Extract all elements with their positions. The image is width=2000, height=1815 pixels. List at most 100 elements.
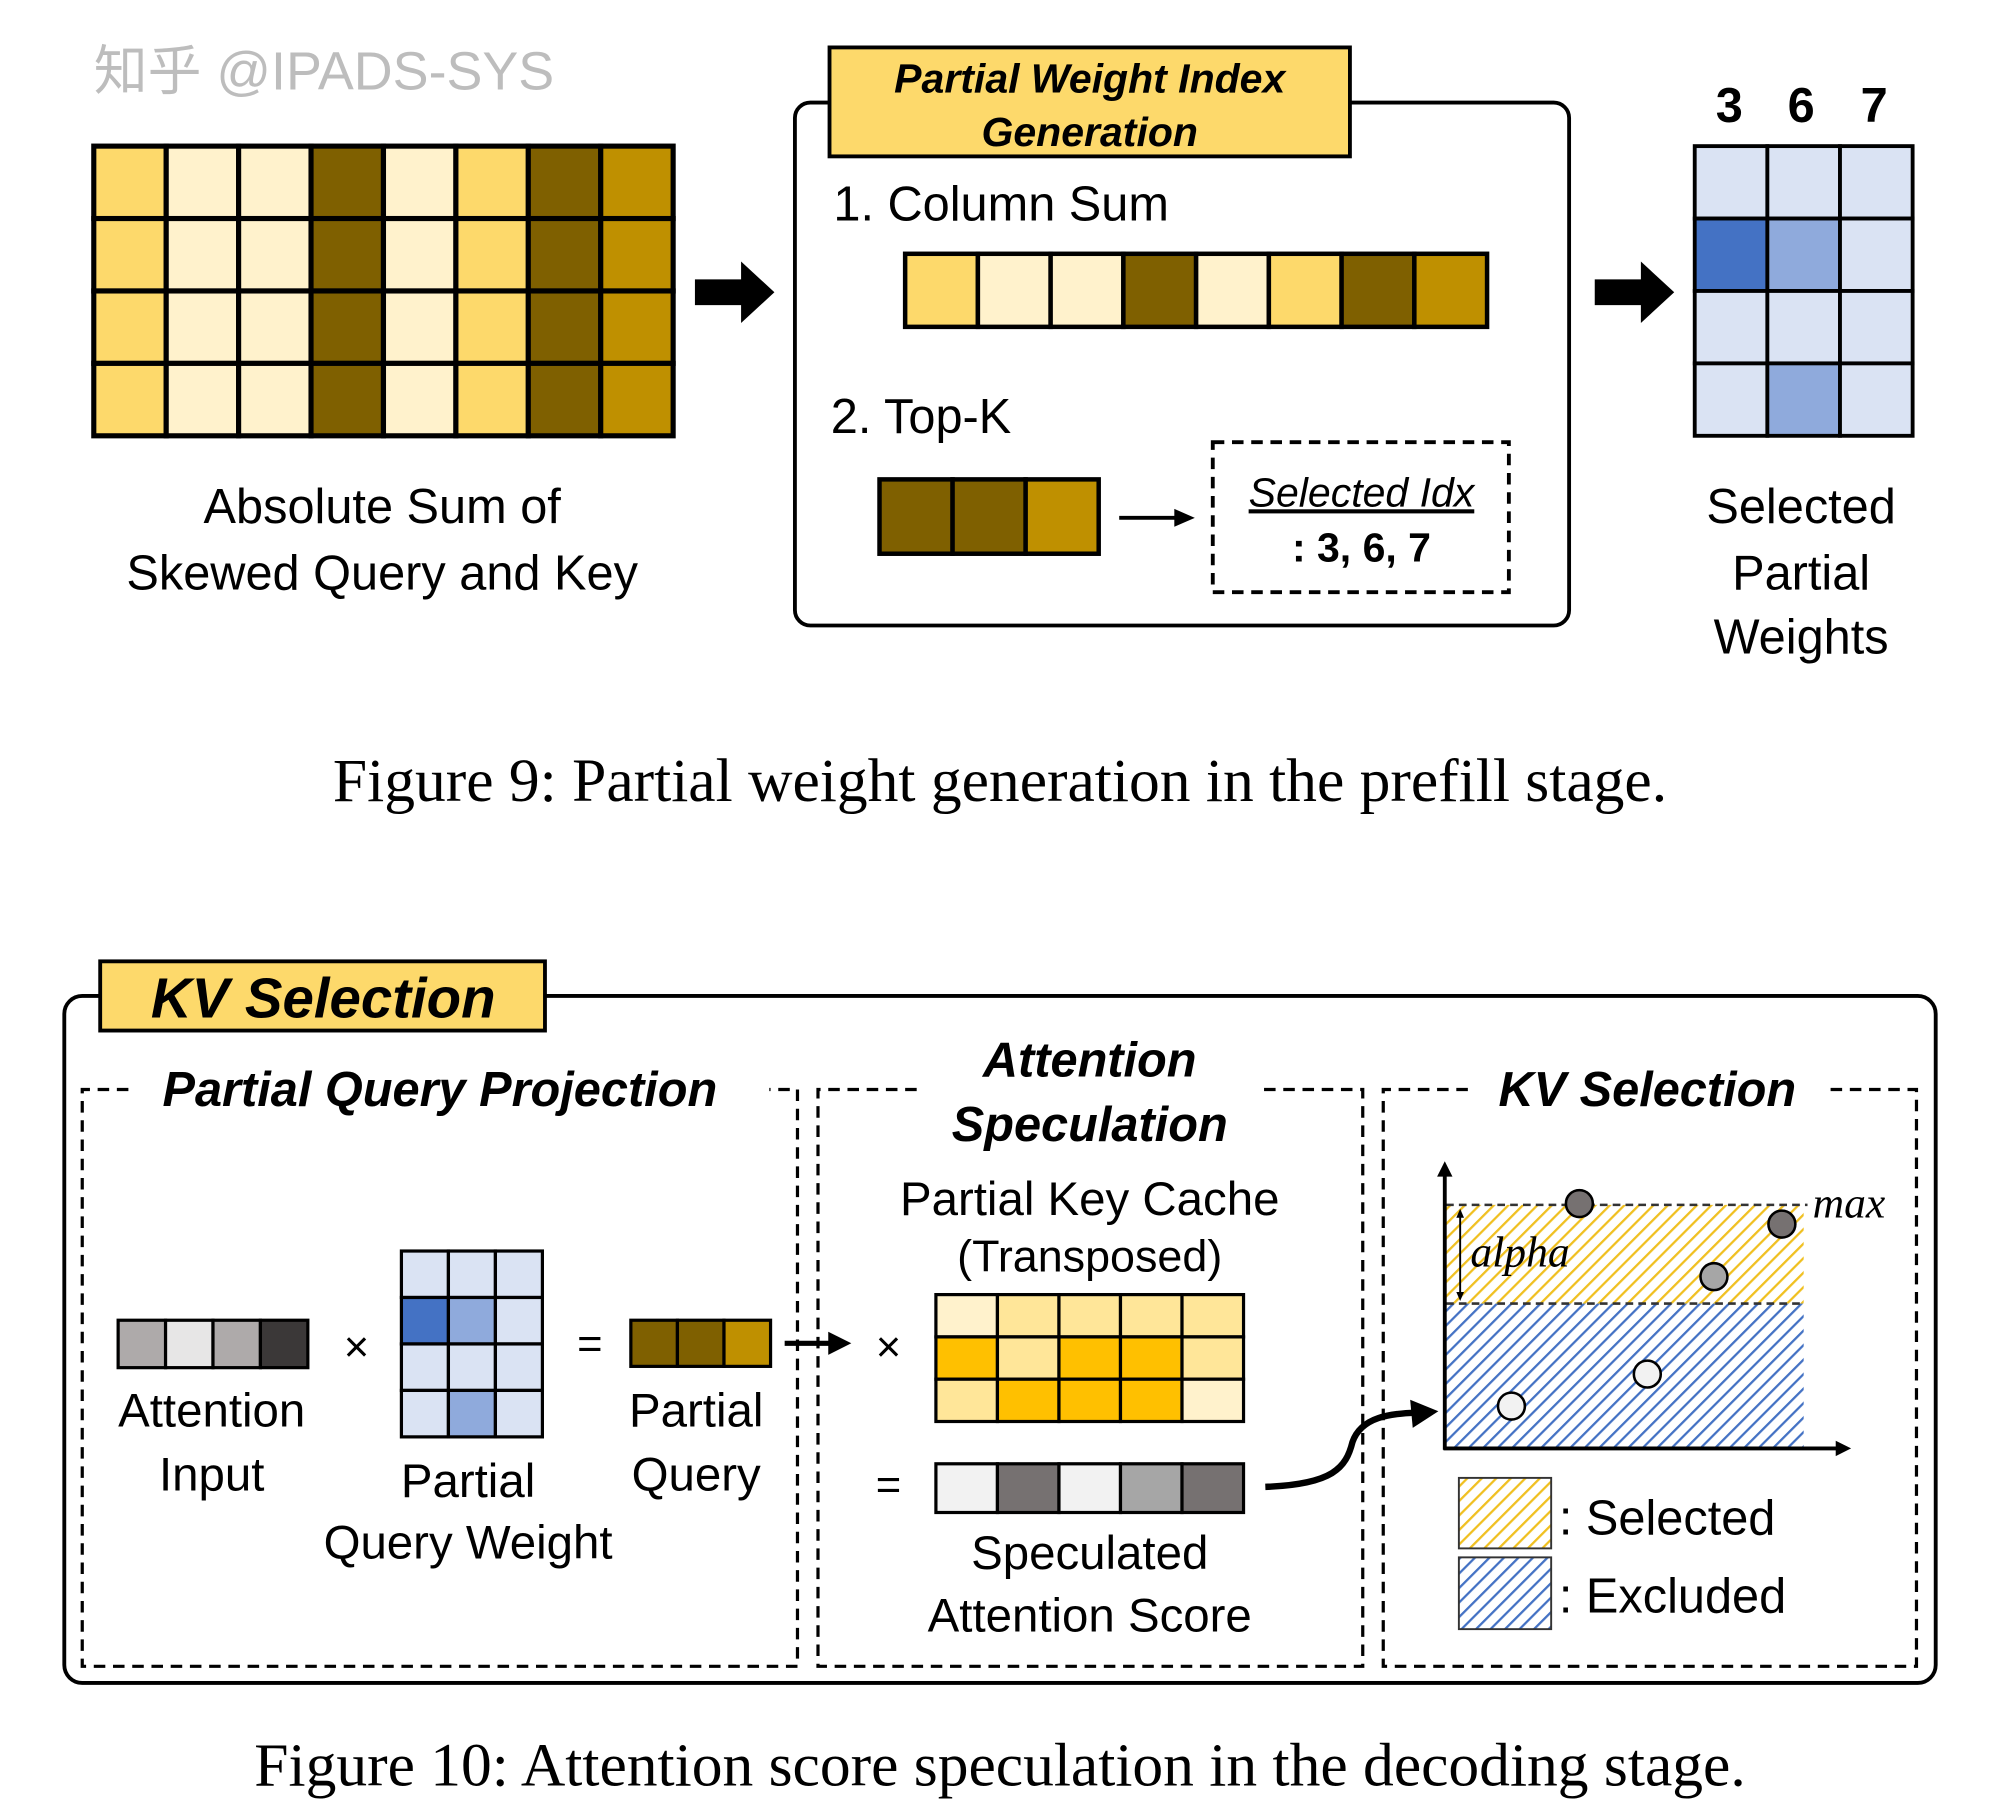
alpha-label: alpha (1470, 1228, 1569, 1276)
weight-cell (446, 1388, 498, 1439)
weight-cell (1838, 216, 1915, 293)
key-cache-cell (995, 1377, 1061, 1424)
panel-partial-query-projection (80, 1087, 800, 1668)
top-k-bar (877, 477, 1101, 556)
weight-cell (1765, 289, 1842, 366)
column-sum-cell (1048, 251, 1126, 330)
weight-cell (446, 1295, 498, 1346)
top-k-cell (950, 477, 1028, 556)
grid-cell (598, 215, 676, 294)
key-cache-label-1: Partial Key Cache (900, 1173, 1279, 1226)
selected-idx-box (1210, 440, 1511, 595)
key-cache-cell (1057, 1377, 1123, 1424)
grid-cell (598, 360, 676, 439)
score-label-1: Speculated (971, 1527, 1208, 1580)
index-title-line2: Generation (982, 109, 1198, 155)
panel-kv-selection (1381, 1087, 1919, 1668)
legend-excluded-swatch (1457, 1556, 1553, 1631)
weight-cell (1692, 216, 1770, 293)
weight-cell (493, 1388, 545, 1439)
score-point (1564, 1188, 1595, 1219)
selected-idx-values: : 3, 6, 7 (1292, 524, 1431, 570)
score-point (1496, 1391, 1527, 1421)
grid-cell (380, 143, 459, 222)
score-cell (1057, 1462, 1123, 1515)
score-points (1496, 1188, 1797, 1421)
score-cell (995, 1462, 1061, 1515)
input-cell (211, 1318, 263, 1370)
attention-input-label-2: Input (159, 1449, 264, 1502)
score-cell (1180, 1462, 1246, 1515)
weight-cell (446, 1342, 498, 1393)
kv-selection-outer-box (62, 994, 1938, 1685)
grid-cell (91, 288, 169, 366)
key-cache-cell (1180, 1335, 1246, 1381)
right-arrow-icon (694, 261, 775, 324)
grid-cell (380, 215, 459, 294)
weight-cell (1838, 361, 1915, 438)
watermark: 知乎 @IPADS-SYS (94, 42, 554, 102)
legend-selected-label: : Selected (1559, 1491, 1776, 1545)
column-sum-cell (1121, 251, 1199, 330)
column-label: 3 (1716, 79, 1743, 133)
skewed-sum-grid (91, 143, 676, 439)
score-point (1632, 1359, 1663, 1389)
grid-cell (380, 288, 459, 366)
score-cell (1118, 1462, 1184, 1515)
weight-cell (399, 1295, 451, 1346)
weights-label-line3: Weights (1714, 611, 1889, 665)
grid-cell (453, 215, 531, 294)
weight-cell (1838, 144, 1915, 221)
column-sum-cell (902, 251, 981, 330)
index-title-line1: Partial Weight Index (894, 55, 1287, 101)
partial-query-label-2: Query (632, 1449, 761, 1502)
weight-label-2: Query Weight (324, 1517, 613, 1570)
kv-selection-title: KV Selection (151, 967, 496, 1030)
right-arrow-icon (784, 1331, 852, 1355)
column-sum-cell (1266, 251, 1344, 330)
input-cell (258, 1318, 310, 1370)
grid-cell (453, 288, 531, 366)
legend-selected-swatch (1457, 1476, 1553, 1550)
partial-query-weight-grid (399, 1249, 545, 1439)
panel3-title: KV Selection (1498, 1063, 1796, 1117)
selected-idx-label: Selected Idx (1249, 469, 1476, 515)
weight-cell (1692, 361, 1770, 438)
top-k-cell (1023, 477, 1101, 556)
partial-query-label-1: Partial (629, 1385, 763, 1438)
figure-10-caption: Figure 10: Attention score speculation i… (254, 1732, 1745, 1800)
panel2-title-line2: Speculation (952, 1098, 1228, 1152)
weight-cell (493, 1342, 545, 1393)
equals-sign: = (876, 1462, 901, 1510)
weight-cell (399, 1388, 451, 1439)
step-column-sum: 1. Column Sum (833, 177, 1169, 231)
excluded-region (1446, 1303, 1804, 1449)
small-arrow-icon (1119, 508, 1195, 527)
attention-input-bar (116, 1318, 310, 1370)
grid-label-line1: Absolute Sum of (204, 480, 562, 534)
key-cache-cell (1180, 1377, 1246, 1424)
multiply-sign: × (344, 1323, 369, 1371)
grid-cell (598, 288, 676, 366)
grid-cell (236, 360, 314, 439)
score-point (1699, 1261, 1729, 1292)
alpha-range-arrow-icon (1456, 1208, 1465, 1302)
grid-cell (236, 215, 314, 294)
weights-label-line2: Partial (1732, 547, 1870, 601)
grid-cell (525, 215, 604, 294)
weights-label-line1: Selected (1706, 480, 1895, 534)
legend-excluded-label: : Excluded (1559, 1569, 1786, 1623)
weight-cell (446, 1249, 498, 1300)
attention-input-label-1: Attention (118, 1385, 305, 1438)
query-cell (629, 1318, 680, 1368)
grid-cell (91, 215, 169, 294)
weight-cell (493, 1249, 545, 1300)
weight-cell (1692, 289, 1770, 366)
column-sum-cell (1193, 251, 1272, 330)
weight-cell (1765, 361, 1842, 438)
panel1-title: Partial Query Projection (163, 1063, 718, 1117)
figure-9-caption: Figure 9: Partial weight generation in t… (333, 747, 1667, 815)
weight-cell (399, 1342, 451, 1393)
column-sum-cell (1339, 251, 1417, 330)
